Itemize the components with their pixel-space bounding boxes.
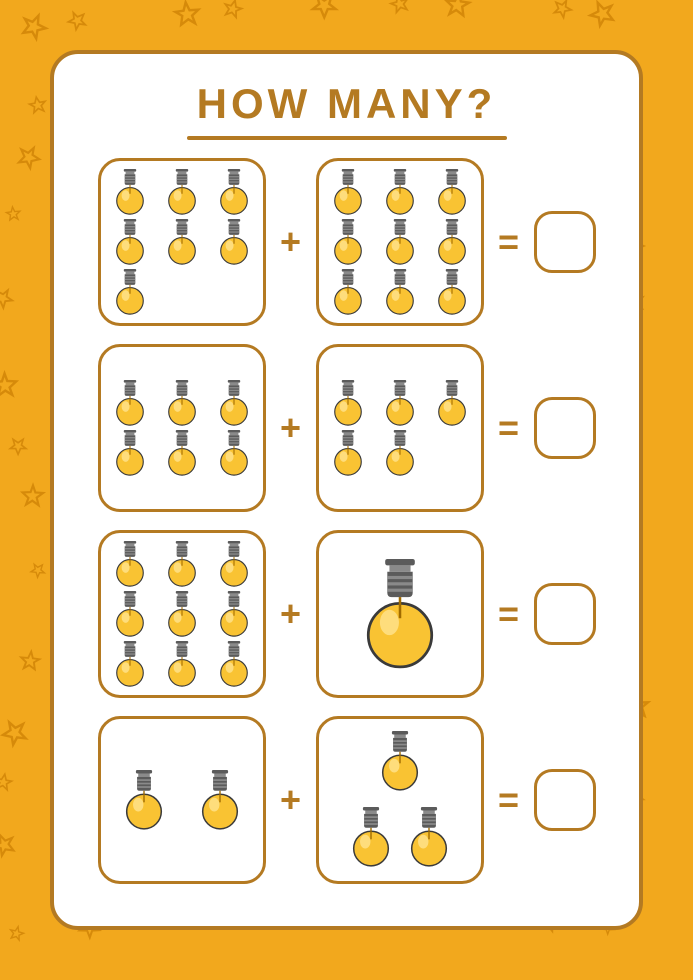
lightbulb-icon [429, 269, 475, 315]
lightbulb-icon [211, 641, 257, 687]
lightbulb-icon [159, 541, 205, 587]
lightbulb-icon [159, 219, 205, 265]
lightbulb-icon [325, 219, 371, 265]
lightbulb-icon [325, 269, 371, 315]
plus-operator: + [276, 407, 306, 449]
lightbulb-icon [107, 169, 153, 215]
lightbulb-icon [211, 380, 257, 426]
count-box [316, 158, 484, 326]
equals-operator: = [494, 407, 524, 449]
lightbulb-icon [190, 770, 250, 830]
count-box [316, 716, 484, 884]
lightbulb-icon [429, 169, 475, 215]
count-box [98, 344, 266, 512]
answer-box[interactable] [534, 211, 596, 273]
problem-row: + = [76, 530, 617, 698]
lightbulb-icon [107, 591, 153, 637]
lightbulb-icon [377, 430, 423, 476]
worksheet-card: HOW MANY? [50, 50, 643, 930]
answer-box[interactable] [534, 397, 596, 459]
count-box [316, 530, 484, 698]
lightbulb-icon [159, 591, 205, 637]
plus-operator: + [276, 779, 306, 821]
problem-row: + [76, 344, 617, 512]
lightbulb-icon [107, 380, 153, 426]
lightbulb-icon [377, 269, 423, 315]
plus-operator: + [276, 221, 306, 263]
equals-operator: = [494, 779, 524, 821]
count-box [98, 158, 266, 326]
lightbulb-icon [159, 380, 205, 426]
equals-operator: = [494, 593, 524, 635]
lightbulb-icon [211, 169, 257, 215]
problem-row: + = [76, 716, 617, 884]
lightbulb-icon [370, 731, 430, 791]
plus-operator: + [276, 593, 306, 635]
count-box [98, 716, 266, 884]
lightbulb-icon [211, 219, 257, 265]
lightbulb-icon [211, 541, 257, 587]
lightbulb-icon [211, 430, 257, 476]
lightbulb-icon [159, 641, 205, 687]
lightbulb-icon [107, 641, 153, 687]
problem-rows: + [76, 158, 617, 884]
lightbulb-icon [211, 591, 257, 637]
lightbulb-icon [345, 559, 455, 669]
count-box [316, 344, 484, 512]
lightbulb-icon [107, 269, 153, 315]
lightbulb-icon [159, 430, 205, 476]
lightbulb-icon [325, 380, 371, 426]
lightbulb-icon [107, 541, 153, 587]
lightbulb-icon [325, 169, 371, 215]
lightbulb-icon [107, 430, 153, 476]
lightbulb-icon [377, 380, 423, 426]
lightbulb-icon [429, 380, 475, 426]
title: HOW MANY? [197, 80, 497, 128]
lightbulb-icon [399, 807, 459, 867]
lightbulb-icon [325, 430, 371, 476]
equals-operator: = [494, 221, 524, 263]
answer-box[interactable] [534, 583, 596, 645]
lightbulb-icon [429, 219, 475, 265]
lightbulb-icon [159, 169, 205, 215]
lightbulb-icon [341, 807, 401, 867]
lightbulb-icon [377, 169, 423, 215]
lightbulb-icon [107, 219, 153, 265]
answer-box[interactable] [534, 769, 596, 831]
count-box [98, 530, 266, 698]
lightbulb-icon [377, 219, 423, 265]
problem-row: + [76, 158, 617, 326]
title-underline [187, 136, 507, 140]
lightbulb-icon [114, 770, 174, 830]
